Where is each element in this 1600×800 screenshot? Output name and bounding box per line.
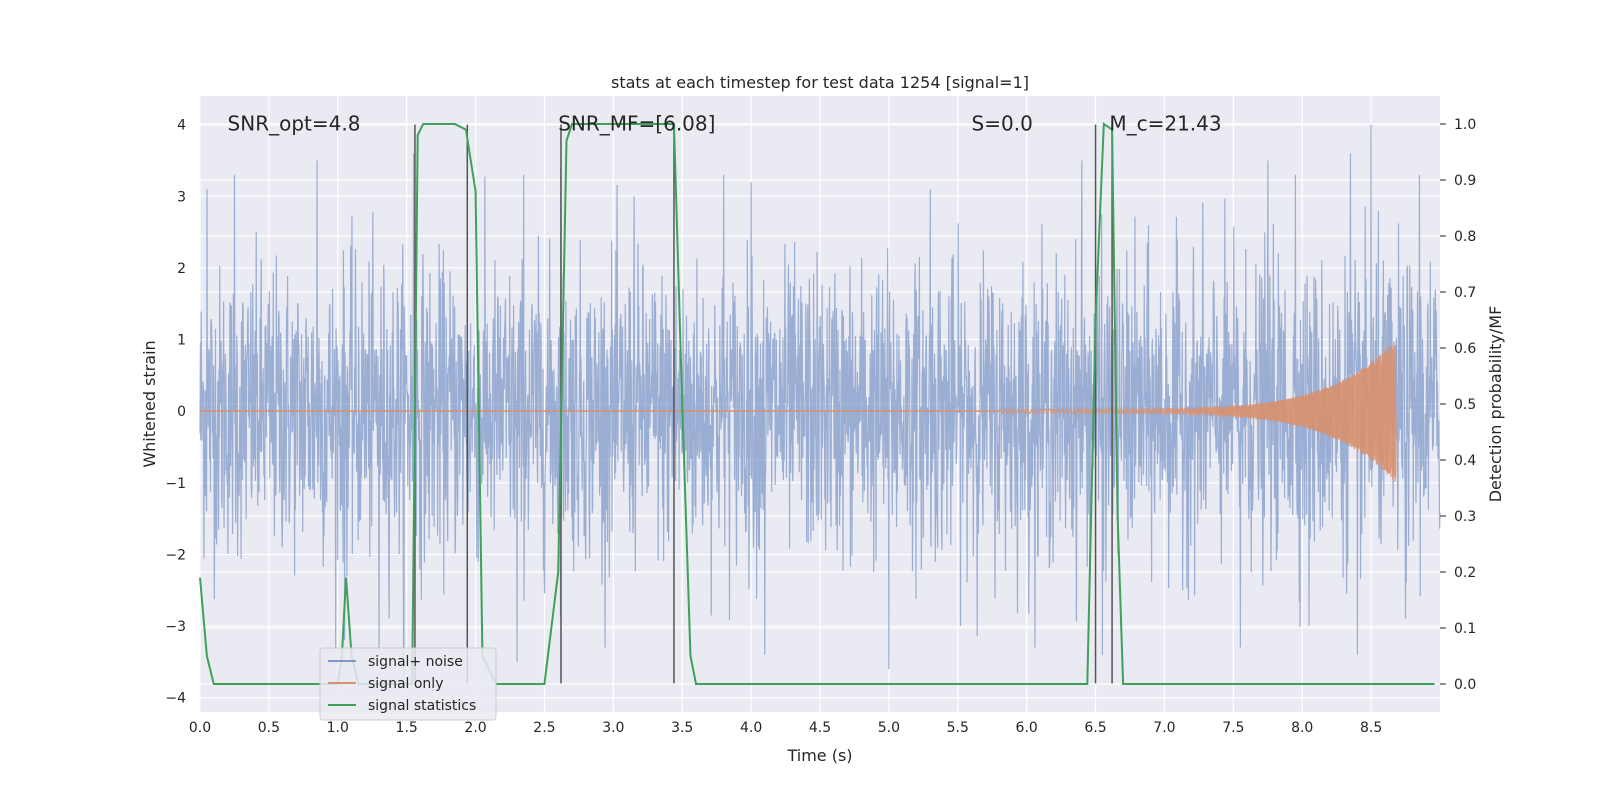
signal-only-series bbox=[200, 341, 1397, 482]
x-tick-label: 3.0 bbox=[602, 720, 624, 736]
x-tick-label: 4.0 bbox=[740, 720, 762, 736]
x-tick-label: 8.5 bbox=[1360, 720, 1382, 736]
y-tick-label-right: 0.7 bbox=[1454, 285, 1476, 301]
y-tick-label-right: 0.4 bbox=[1454, 453, 1476, 469]
axis-ticks: 0.0 0.5 1.0 1.5 2.0 2.5 3.0 3.5 4.0 4.5 5.0 5.5 6.0 6… bbox=[165, 117, 1476, 736]
y-tick-label-right: 0.1 bbox=[1454, 621, 1476, 637]
x-tick-label: 2.0 bbox=[464, 720, 486, 736]
annotation-text: SNR_MF=[6.08] bbox=[558, 112, 715, 136]
y-tick-label-left: 0 bbox=[177, 404, 186, 420]
y-axis-label-left: Whitened strain bbox=[140, 340, 159, 467]
x-tick-label: 5.5 bbox=[947, 720, 969, 736]
y-tick-label-left: 4 bbox=[177, 118, 186, 134]
y-tick-label-right: 0.6 bbox=[1454, 341, 1476, 357]
x-tick-label: 2.5 bbox=[533, 720, 555, 736]
x-tick-label: 8.0 bbox=[1291, 720, 1313, 736]
y-tick-label-left: −1 bbox=[165, 476, 186, 492]
x-tick-label: 0.5 bbox=[258, 720, 280, 736]
y-tick-label-right: 0.9 bbox=[1454, 173, 1476, 189]
y-tick-label-right: 0.3 bbox=[1454, 509, 1476, 525]
signal-only-line bbox=[998, 341, 1397, 482]
annotation-text: S=0.0 bbox=[972, 112, 1033, 136]
x-tick-label: 1.0 bbox=[327, 720, 349, 736]
x-tick-label: 3.5 bbox=[671, 720, 693, 736]
chart-title: stats at each timestep for test data 125… bbox=[611, 73, 1029, 92]
y-tick-label-left: −4 bbox=[165, 691, 186, 707]
x-tick-label: 6.5 bbox=[1084, 720, 1106, 736]
legend-label-signal-noise: signal+ noise bbox=[368, 654, 463, 670]
y-tick-label-left: 2 bbox=[177, 261, 186, 277]
x-axis-label: Time (s) bbox=[786, 746, 852, 765]
x-tick-label: 6.0 bbox=[1016, 720, 1038, 736]
y-tick-label-right: 0.5 bbox=[1454, 397, 1476, 413]
signal-statistics-series bbox=[199, 122, 1435, 685]
y-tick-label-left: −3 bbox=[165, 619, 186, 635]
annotation-text: M_c=21.43 bbox=[1109, 112, 1221, 136]
signal-noise-line bbox=[199, 124, 1441, 677]
annotations: SNR_opt=4.8 SNR_MF=[6.08] S=0.0 M_c=21.43 bbox=[228, 112, 1222, 136]
x-tick-label: 7.5 bbox=[1222, 720, 1244, 736]
y-tick-label-left: −2 bbox=[165, 547, 186, 563]
y-tick-label-right: 0.0 bbox=[1454, 677, 1476, 693]
x-tick-label: 7.0 bbox=[1153, 720, 1175, 736]
y-tick-label-right: 1.0 bbox=[1454, 117, 1476, 133]
legend-label-signal-statistics: signal statistics bbox=[368, 698, 476, 714]
annotation-text: SNR_opt=4.8 bbox=[228, 112, 361, 136]
signal-noise-series bbox=[199, 124, 1441, 677]
x-tick-label: 1.5 bbox=[396, 720, 418, 736]
x-tick-label: 0.0 bbox=[189, 720, 211, 736]
x-tick-label: 4.5 bbox=[809, 720, 831, 736]
y-tick-label-right: 0.8 bbox=[1454, 229, 1476, 245]
y-tick-label-right: 0.2 bbox=[1454, 565, 1476, 581]
x-tick-label: 5.0 bbox=[878, 720, 900, 736]
legend-box bbox=[319, 647, 497, 721]
y-axis-label-right: Detection probability/MF bbox=[1486, 306, 1505, 503]
legend-label-signal-only: signal only bbox=[368, 676, 443, 692]
legend: signal+ noise signal only signal statist… bbox=[319, 647, 497, 721]
y-tick-label-left: 3 bbox=[177, 189, 186, 205]
signal-statistics-line bbox=[199, 122, 1435, 685]
y-tick-label-left: 1 bbox=[177, 333, 186, 349]
